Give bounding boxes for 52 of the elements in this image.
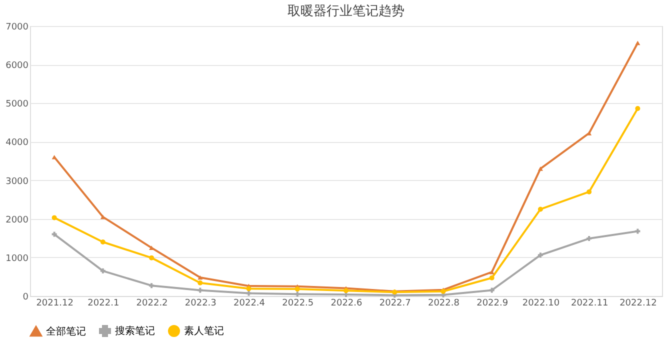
y-tick-label: 2000 [6, 215, 29, 226]
x-tick-label: 2022.5 [282, 298, 314, 308]
y-tick-label: 7000 [6, 22, 29, 32]
point [198, 288, 203, 293]
x-tick-label: 2022.8 [428, 298, 460, 308]
point [635, 106, 640, 112]
point [100, 240, 106, 244]
x-tick-label: 2021.12 [36, 298, 74, 308]
point [198, 275, 203, 280]
point [149, 283, 154, 288]
x-tick-label: 2022.9 [476, 298, 508, 308]
point [294, 286, 300, 292]
chart-title: 取暖器行业笔记趋势 [288, 4, 404, 19]
point [586, 236, 592, 242]
point [149, 255, 154, 260]
point [538, 252, 543, 258]
point [635, 228, 640, 234]
point [489, 288, 494, 293]
point [52, 232, 57, 237]
point [52, 154, 57, 160]
y-tick-label: 0 [22, 292, 29, 302]
point [294, 292, 300, 297]
y-tick-label: 5000 [6, 100, 29, 110]
x-tick-label: 2022.3 [184, 298, 216, 308]
point [635, 40, 640, 46]
x-tick-label: 2022.4 [234, 298, 266, 308]
x-tick-label: 2022.12 [620, 298, 657, 308]
point [489, 270, 494, 274]
point [246, 290, 252, 296]
x-tick-label: 2022.1 [88, 298, 120, 308]
point [198, 280, 203, 286]
legend-label: 搜索笔记 [115, 325, 155, 337]
x-tick-label: 2022.10 [522, 298, 560, 308]
point [100, 268, 106, 274]
x-tick-label: 2022.7 [379, 298, 411, 308]
point [100, 214, 106, 220]
point [586, 189, 592, 194]
point [246, 286, 252, 292]
point [52, 215, 57, 220]
point [538, 166, 543, 171]
point [489, 275, 494, 280]
x-tick-label: 2022.6 [330, 298, 363, 308]
y-tick-label: 4000 [6, 138, 29, 148]
x-tick-label: 2022.2 [136, 298, 168, 308]
y-tick-label: 6000 [6, 61, 29, 72]
legend-label: 素人笔记 [184, 325, 224, 337]
y-tick-label: 1000 [6, 254, 29, 264]
legend-label: 全部笔记 [46, 325, 86, 338]
point [538, 206, 543, 212]
y-tick-label: 3000 [6, 176, 29, 187]
x-tick-label: 2022.11 [570, 298, 608, 308]
point [344, 288, 348, 294]
